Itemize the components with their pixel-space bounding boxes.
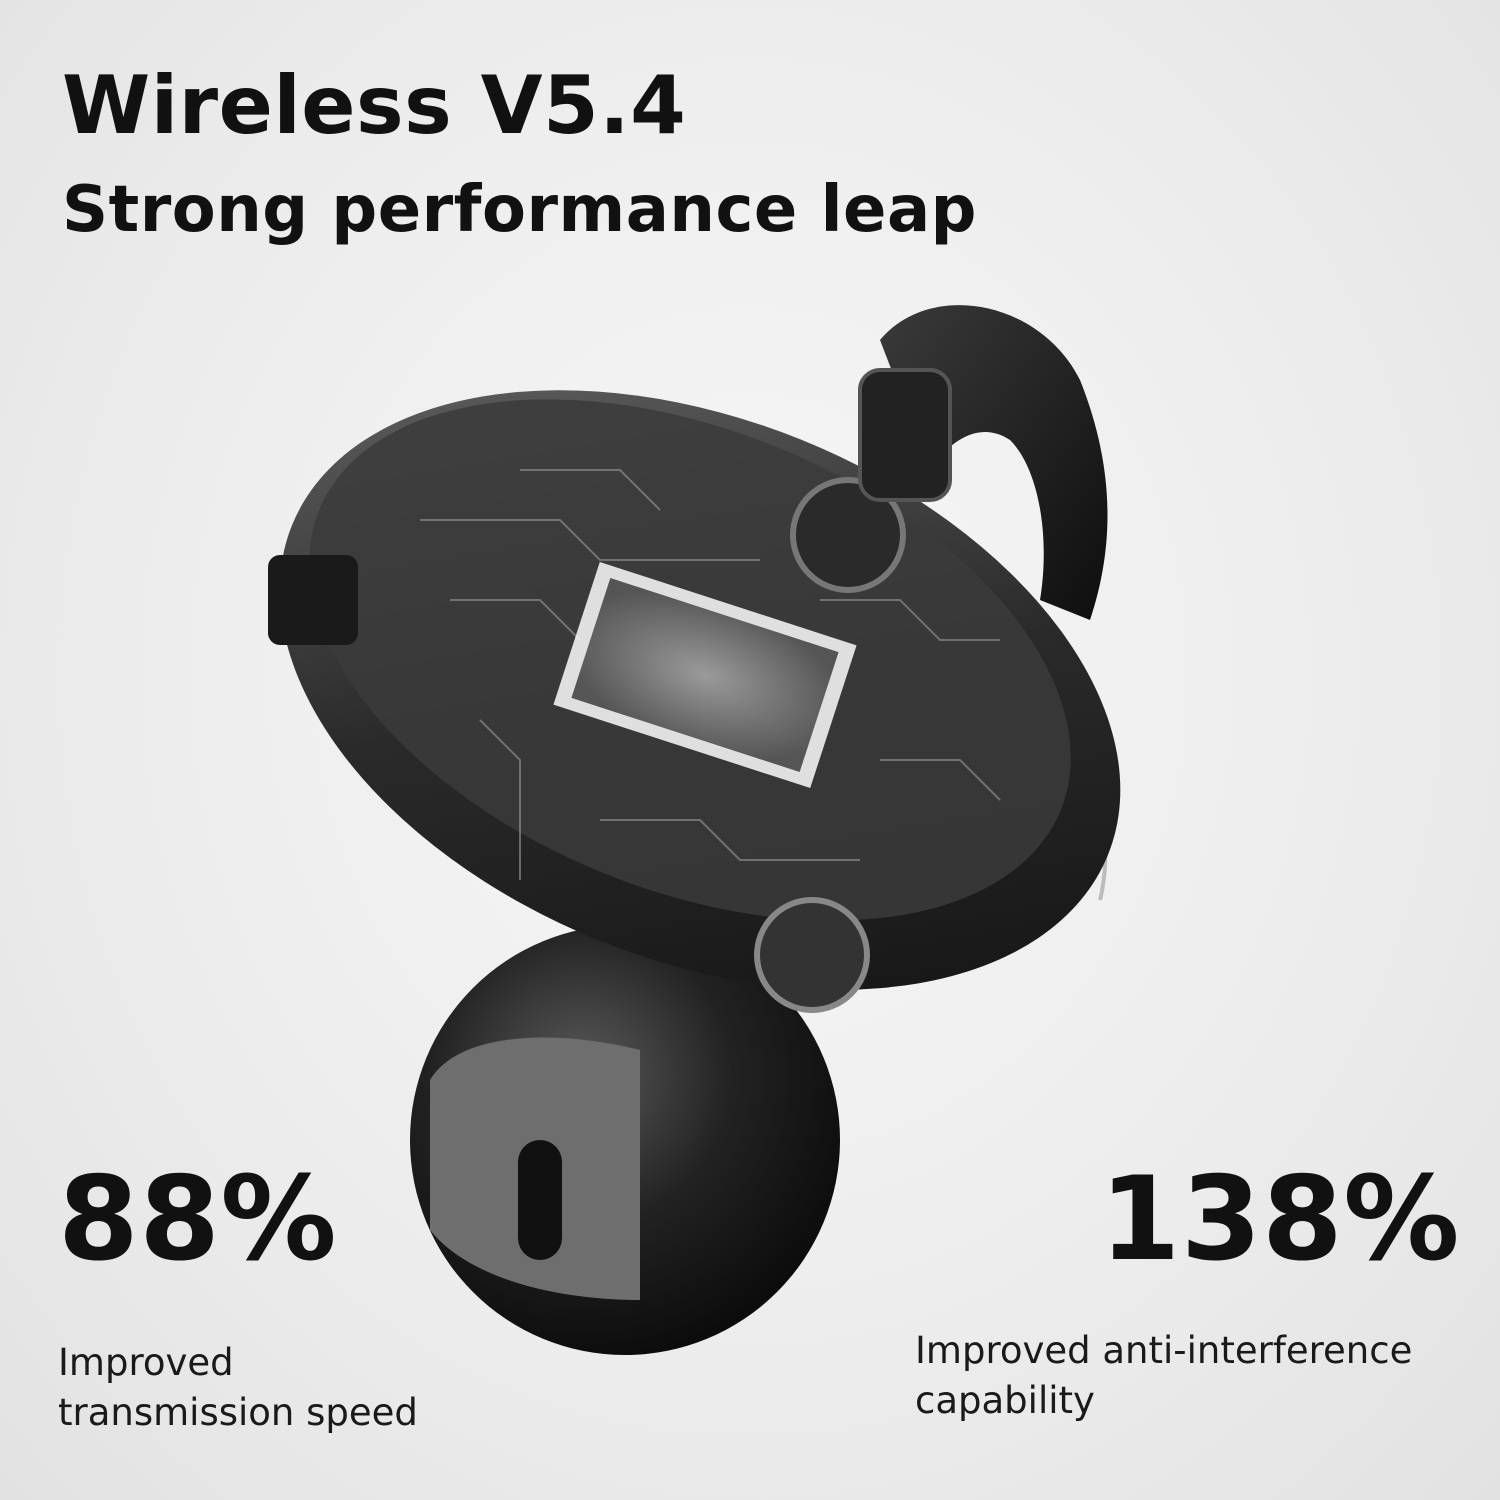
stat-anti-interference-label: Improved anti-interference capability (915, 1326, 1412, 1426)
label-line: transmission speed (58, 1391, 418, 1434)
stat-transmission-label: Improved transmission speed (58, 1338, 418, 1438)
page-title: Wireless V5.4 (62, 59, 687, 152)
label-line: capability (915, 1379, 1095, 1422)
earbud-shell (268, 368, 1121, 1013)
page-subtitle: Strong performance leap (62, 173, 977, 247)
label-line: Improved anti-interference (915, 1329, 1413, 1372)
ear-tip (410, 925, 840, 1355)
stat-transmission-value: 88% (58, 1152, 338, 1287)
label-line: Improved (58, 1341, 234, 1384)
chip (553, 561, 857, 789)
stat-anti-interference-value: 138% (1099, 1152, 1460, 1287)
